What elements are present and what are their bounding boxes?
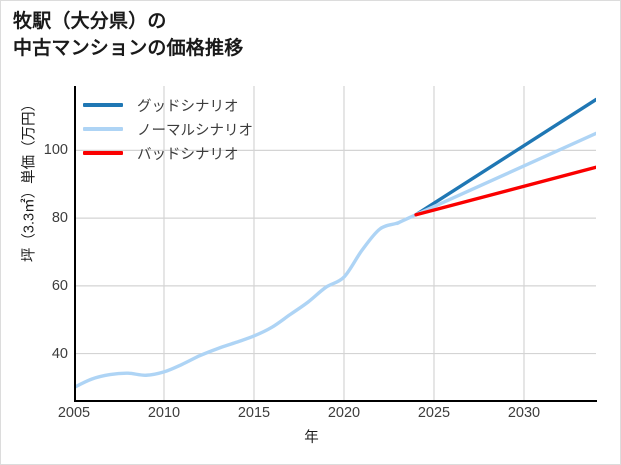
y-tick-label: 100 — [43, 142, 68, 159]
chart-plot-svg — [74, 86, 596, 401]
series-line-1 — [414, 97, 596, 217]
series-line-3 — [414, 165, 596, 217]
y-tick-label: 60 — [51, 277, 68, 294]
chart-title: 牧駅（大分県）の 中古マンションの価格推移 — [13, 11, 244, 59]
legend-swatch-icon — [83, 103, 123, 107]
x-tick-label: 2020 — [327, 405, 361, 421]
chart-legend: グッドシナリオ ノーマルシナリオ バッドシナリオ — [79, 89, 261, 169]
x-tick-label: 2025 — [417, 405, 451, 421]
y-tick-label: 40 — [51, 345, 68, 362]
y-axis-line — [74, 86, 76, 402]
legend-label: ノーマルシナリオ — [137, 122, 253, 139]
series-line-2 — [74, 131, 596, 390]
x-tick-label: 2010 — [147, 405, 181, 421]
y-tick-labels: 40 60 80 100 — [23, 1, 68, 464]
gridlines — [74, 86, 596, 401]
x-tick-label: 2005 — [57, 405, 91, 421]
y-tick-label: 80 — [51, 210, 68, 227]
plot-area — [74, 86, 596, 401]
legend-item-3[interactable]: バッドシナリオ — [83, 141, 253, 165]
legend-swatch-icon — [83, 127, 123, 131]
legend-item-1[interactable]: グッドシナリオ — [83, 93, 253, 117]
x-tick-label: 2015 — [237, 405, 271, 421]
series-lines — [74, 97, 596, 390]
legend-label: グッドシナリオ — [137, 98, 239, 115]
x-axis-title: 年 — [304, 430, 319, 446]
x-axis-line — [74, 400, 597, 402]
legend-item-2[interactable]: ノーマルシナリオ — [83, 117, 253, 141]
x-tick-label: 2030 — [507, 405, 541, 421]
legend-label: バッドシナリオ — [137, 146, 239, 163]
y-axis-title: 坪（3.3㎡）単価（万円） — [21, 96, 38, 263]
legend-swatch-icon — [83, 151, 123, 155]
